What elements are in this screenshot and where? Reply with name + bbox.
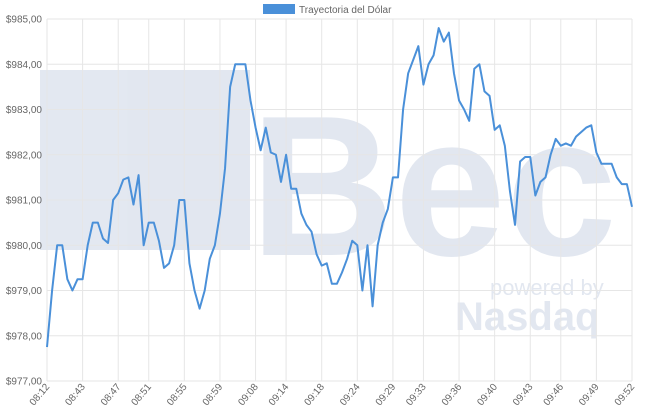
x-tick-label: 09:18 <box>302 382 327 409</box>
watermark-nasdaq: Nasdaq <box>455 295 600 339</box>
data-line <box>46 27 633 348</box>
x-tick-label: 09:40 <box>475 382 500 409</box>
y-tick-label: $980,00 <box>6 241 43 252</box>
legend-label: Trayectoria del Dólar <box>299 5 392 16</box>
legend-swatch <box>263 4 295 14</box>
x-tick-label: 09:36 <box>440 382 465 409</box>
y-tick-label: $984,00 <box>6 60 43 71</box>
watermark-brand: Bec <box>250 75 617 298</box>
y-tick-label: $985,00 <box>6 15 43 26</box>
x-tick-label: 09:49 <box>577 382 602 409</box>
y-tick-label: $978,00 <box>6 331 43 342</box>
x-tick-label: 08:47 <box>99 382 124 409</box>
x-tick-label: 09:24 <box>338 382 363 409</box>
x-tick-label: 08:59 <box>201 382 226 409</box>
x-tick-label: 08:55 <box>165 382 190 409</box>
x-tick-label: 09:29 <box>374 382 399 409</box>
y-tick-label: $982,00 <box>6 150 43 161</box>
y-tick-label: $979,00 <box>6 286 43 297</box>
watermark: Bec powered by Nasdaq <box>40 70 617 339</box>
x-tick-label: 09:33 <box>404 382 429 409</box>
y-tick-label: $983,00 <box>6 105 43 116</box>
watermark-logo <box>40 70 250 250</box>
watermark-powered: powered by <box>490 275 604 300</box>
y-tick-label: $977,00 <box>6 377 43 388</box>
y-tick-label: $981,00 <box>6 196 43 207</box>
x-tick-label: 09:46 <box>542 382 567 409</box>
x-tick-label: 08:51 <box>130 382 155 409</box>
x-tick-label: 09:08 <box>236 382 261 409</box>
x-tick-label: 08:43 <box>63 382 88 409</box>
x-tick-label: 09:14 <box>267 382 292 409</box>
x-tick-label: 09:43 <box>511 382 536 409</box>
x-tick-label: 09:52 <box>613 382 638 409</box>
